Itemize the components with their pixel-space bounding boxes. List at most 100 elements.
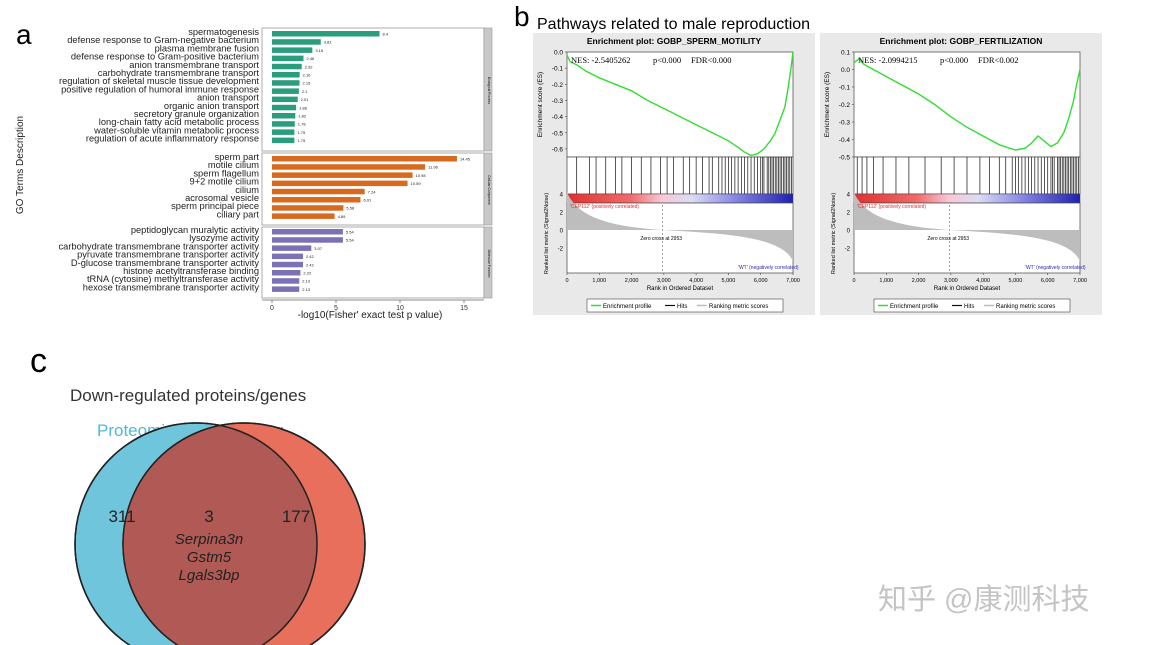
go-term-label: carbohydrate transmembrane transporter a… [59,241,260,251]
x-tick-label: 1,000 [879,278,893,284]
venn-title: Down-regulated proteins/genes [70,386,306,405]
bar [272,72,300,78]
bar [272,137,295,144]
facet-strip-1 [483,152,493,226]
go-term-label: hexose transmembrane transporter activit… [83,282,260,292]
rank-tick-label: -2 [845,247,851,253]
go-term-label: acrosomal vesicle [185,193,259,203]
watermark: 知乎 @康测科技 [878,583,1090,616]
bar-value-label: 6.91 [363,198,372,203]
x-tick-label: 7,000 [1073,278,1087,284]
bar [272,96,298,103]
go-term-label: sperm part [215,152,260,162]
rank-axis-title: Ranked list metric (Signal2Noise) [544,193,550,274]
facet-strip-0 [483,27,493,152]
x-axis-title: Rank in Ordered Dataset [647,286,714,292]
facet-strip-label-1: Cellular Component [487,175,491,204]
hits-area [566,156,794,195]
panel-label-b: b [514,1,530,32]
bar [272,197,361,203]
bar [272,237,343,243]
venn-count-overlap: 3 [204,507,213,526]
venn-gene-3: Lgals3bp [179,567,240,584]
go-term-label: motile cilium [208,160,259,170]
bar-value-label: 5.54 [346,230,355,235]
rank-tick-label: 0 [847,229,851,235]
bar [272,121,295,127]
go-term-label: tRNA (cytosine) methyltransferase activi… [87,274,259,284]
venn-count-proteomics: 311 [108,507,135,526]
x-tick-label: 6,000 [754,278,768,284]
go-term-label: pyruvate transmembrane transporter activ… [77,250,259,260]
nes-stat: NES: -2.5405262 [571,55,631,65]
go-term-label: sperm flagellum [193,168,259,178]
gsea-plot-sperm-motility: Enrichment plot: GOBP_SPERM_MOTILITY 0.0 -… [533,33,815,315]
go-term-label: carbohydrate transmembrane transport [98,68,260,78]
go-term-label: cilium [235,185,259,195]
rank-heat-bar [853,193,1081,204]
bar-value-label: 14.45 [460,157,471,162]
es-tick-label: 0.0 [554,50,563,57]
es-tick-label: 0.1 [841,50,850,57]
y-axis-title: GO Terms Description [15,116,26,214]
bar-value-label: 2.42 [306,262,315,267]
es-tick-label: -0.3 [839,120,851,127]
bar [272,213,335,219]
x-tick-label: 4,000 [689,278,703,284]
x-tick-label: 6,000 [1041,278,1055,284]
bar-value-label: 2.01 [301,97,310,102]
bar-value-label: 3.15 [315,48,324,53]
rank-axis-title: Ranked list metric (Signal2Noise) [831,193,837,274]
bar [272,278,300,284]
go-term-label: anion transport [197,93,259,103]
bar [272,261,303,268]
bar-value-label: 10.59 [411,181,422,186]
bar [272,88,299,94]
bar-value-label: 2.13 [302,287,311,292]
fdr-stat: FDR<0.002 [978,55,1018,65]
rank-tick-label: 0 [560,229,564,235]
gsea-title: Enrichment plot: GOBP_SPERM_MOTILITY [587,36,762,46]
rank-tick-label: 2 [847,211,851,217]
bar-value-label: 7.24 [368,189,377,194]
gsea-plot-fertilization: Enrichment plot: GOBP_FERTILIZATION 0.1 0.… [820,33,1102,315]
x-tick-label: 3,000 [944,278,958,284]
x-tick-label: 1,000 [592,278,606,284]
bar-value-label: 2.46 [306,56,315,61]
bar [272,245,312,251]
es-tick-label: -0.1 [839,85,851,92]
x-tick-label: 3,000 [657,278,671,284]
bar-value-label: 1.78 [298,122,307,127]
ranking-metric-scores [854,192,1080,262]
rank-tick-label: 2 [560,211,564,217]
bar [272,31,380,37]
venn-count-rnaseq: 177 [282,507,310,526]
go-term-label: D-glucose transmembrane transporter acti… [71,258,259,268]
bar [272,253,303,260]
bar [272,156,457,162]
bar [272,229,343,235]
bar-value-label: 2.42 [306,254,315,259]
x-axis-title: Rank in Ordered Dataset [934,286,1001,292]
x-tick-label: 0 [270,305,274,312]
bar-value-label: 1.75 [297,138,306,143]
rank-tick-label: 4 [847,193,851,199]
bar [272,172,413,178]
bar [272,63,302,70]
go-term-label: plasma membrane fusion [155,43,259,53]
x-tick-label: 2,000 [625,278,639,284]
es-tick-label: -0.2 [552,82,564,89]
x-tick-label: 0 [565,278,568,284]
p-stat: p<0.000 [940,55,968,65]
legend-label-hits: Hits [677,304,687,310]
go-bar-chart: Biological Process spermatogenesis 8.4 defe… [15,27,493,321]
positive-label: 'CEP112' (positively correlated) [857,204,926,210]
go-term-label: sperm principal piece [171,201,259,211]
x-tick-label: 7,000 [786,278,800,284]
negative-label: 'WT' (negatively correlated) [738,265,799,271]
es-tick-label: -0.6 [552,146,564,153]
x-tick-label: 5,000 [1009,278,1023,284]
bar-value-label: 10.98 [416,173,427,178]
bar-value-label: 2.1 [302,89,308,94]
es-tick-label: -0.1 [552,66,564,73]
